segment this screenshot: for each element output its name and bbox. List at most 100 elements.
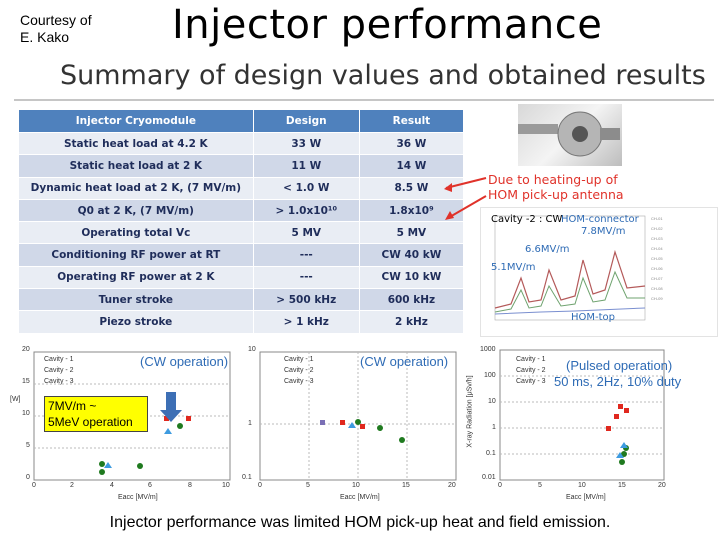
y-tick: 0.1 [486,450,496,457]
annotation-arrows [444,177,487,220]
table-cell: > 1.0x10¹⁰ [252,198,360,223]
field-label-51: 5.1MV/m [491,262,536,273]
svg-text:CH-09: CH-09 [651,296,663,301]
y-tick: 1 [248,420,252,427]
table-cell: 600 kHz [358,288,465,312]
y-axis-label: X-ray Radiation [μSv/h] [466,375,474,448]
x-tick: 8 [188,482,192,489]
table-cell: Static heat load at 4.2 K [18,131,254,156]
table-row: Conditioning RF power at RT --- CW 40 kW [18,243,465,267]
legend-entry: Cavity - 3 [44,378,74,385]
x-axis-label: Eacc [MV/m] [340,494,380,501]
x-tick: 6 [148,482,152,489]
svg-text:CH-02: CH-02 [651,226,663,231]
y-tick: 5 [26,442,30,449]
svg-text:CH-01: CH-01 [651,216,663,221]
y-tick: 1 [492,424,496,431]
x-tick: 10 [222,482,230,489]
x-tick: 0 [498,482,502,489]
table-cell: Dynamic heat load at 2 K, (7 MV/m) [18,176,254,200]
table-cell: 1.8x10⁹ [358,198,465,223]
table-header-row: Injector Cryomodule Design Result [18,109,465,133]
operation-mode-label: (CW operation) [360,354,449,369]
table-cell: > 1 kHz [252,310,360,334]
design-results-table: Injector Cryomodule Design Result Static… [18,109,465,334]
legend-entry: Cavity - 1 [516,356,546,363]
table-cell: Tuner stroke [18,288,254,312]
table-cell: 33 W [252,131,360,156]
slide-title: Injector performance [172,2,603,48]
y-tick: 0.01 [482,474,496,481]
hom-connector-label: HOM-connector [561,214,639,225]
table-header: Design [252,109,360,133]
table-cell: 5 MV [252,221,360,245]
hom-coupler-photo [518,104,622,166]
table-cell: Q0 at 2 K, (7 MV/m) [18,198,254,223]
table-cell: Conditioning RF power at RT [18,243,254,267]
y-axis-label: [W] [10,396,21,403]
x-tick: 20 [658,482,666,489]
x-tick: 15 [402,482,410,489]
x-tick: 5 [306,482,310,489]
hom-top-label: HOM-top [571,312,616,323]
divider [14,99,714,101]
svg-text:CH-05: CH-05 [651,256,663,261]
courtesy-text: Courtesy of E. Kako [20,12,92,45]
svg-text:CH-07: CH-07 [651,276,663,281]
y-tick: 20 [22,346,30,353]
table-cell: 5 MV [358,221,465,245]
legend-entry: Cavity - 3 [516,378,546,385]
table-cell: CW 10 kW [358,265,465,290]
svg-text:CH-03: CH-03 [651,236,663,241]
cavity-label: Cavity -2 : CW [491,214,563,225]
table-row: Static heat load at 2 K 11 W 14 W [18,154,465,178]
svg-text:CH-06: CH-06 [651,266,663,271]
table-cell: Piezo stroke [18,310,254,334]
legend-entry: Cavity - 1 [44,356,74,363]
y-tick: 100 [484,372,496,379]
table-row: Tuner stroke > 500 kHz 600 kHz [18,288,465,312]
y-tick: 0.1 [242,474,252,481]
x-tick: 10 [352,482,360,489]
heating-annotation: Due to heating-up of HOM pick-up antenna [488,172,624,202]
table-row: Static heat load at 4.2 K 33 W 36 W [18,131,465,156]
y-tick: 15 [22,378,30,385]
field-label-66: 6.6MV/m [525,244,570,255]
legend-entry: Cavity - 2 [44,367,74,374]
table-cell: 8.5 W [358,176,465,200]
table-cell: < 1.0 W [252,176,360,200]
table-cell: 14 W [358,154,465,178]
y-tick: 10 [248,346,256,353]
x-axis-label: Eacc [MV/m] [118,494,158,501]
svg-text:CH-04: CH-04 [651,246,663,251]
operation-note-box: 7MV/m ~ 5MeV operation [44,396,148,432]
table-row: Q0 at 2 K, (7 MV/m) > 1.0x10¹⁰ 1.8x10⁹ [18,198,465,223]
x-tick: 5 [538,482,542,489]
table-cell: 36 W [358,131,465,156]
table-header: Injector Cryomodule [18,109,254,133]
slide-subtitle: Summary of design values and obtained re… [60,60,706,91]
table-row: Dynamic heat load at 2 K, (7 MV/m) < 1.0 … [18,176,465,200]
conclusion-text: Injector performance was limited HOM pic… [109,514,611,531]
table-row: Piezo stroke > 1 kHz 2 kHz [18,310,465,334]
xray-radiation-plot: 1000 100 10 1 0.1 0.01 X-ray Radiation [… [466,344,716,514]
y-tick: 1000 [480,346,496,353]
svg-text:CH-08: CH-08 [651,286,663,291]
legend-entry: Cavity - 2 [516,367,546,374]
y-tick: 0 [26,474,30,481]
x-axis-label: Eacc [MV/m] [566,494,606,501]
table-row: Operating RF power at 2 K --- CW 10 kW [18,265,465,290]
x-tick: 20 [448,482,456,489]
hom-temperature-plot: CH-01 CH-02 CH-03 CH-04 CH-05 CH-06 CH-07 CH-08… [480,207,718,337]
operation-mode-label: (CW operation) [140,354,229,369]
y-tick: 10 [22,410,30,417]
table-cell: Operating total Vc [18,221,254,245]
table-header: Result [358,109,465,133]
legend-entry: Cavity - 1 [284,356,314,363]
field-label-78: 7.8MV/m [581,226,626,237]
x-tick: 0 [32,482,36,489]
x-tick: 4 [110,482,114,489]
table-cell: --- [252,243,360,267]
table-cell: 11 W [252,154,360,178]
table-cell: 2 kHz [358,310,465,334]
